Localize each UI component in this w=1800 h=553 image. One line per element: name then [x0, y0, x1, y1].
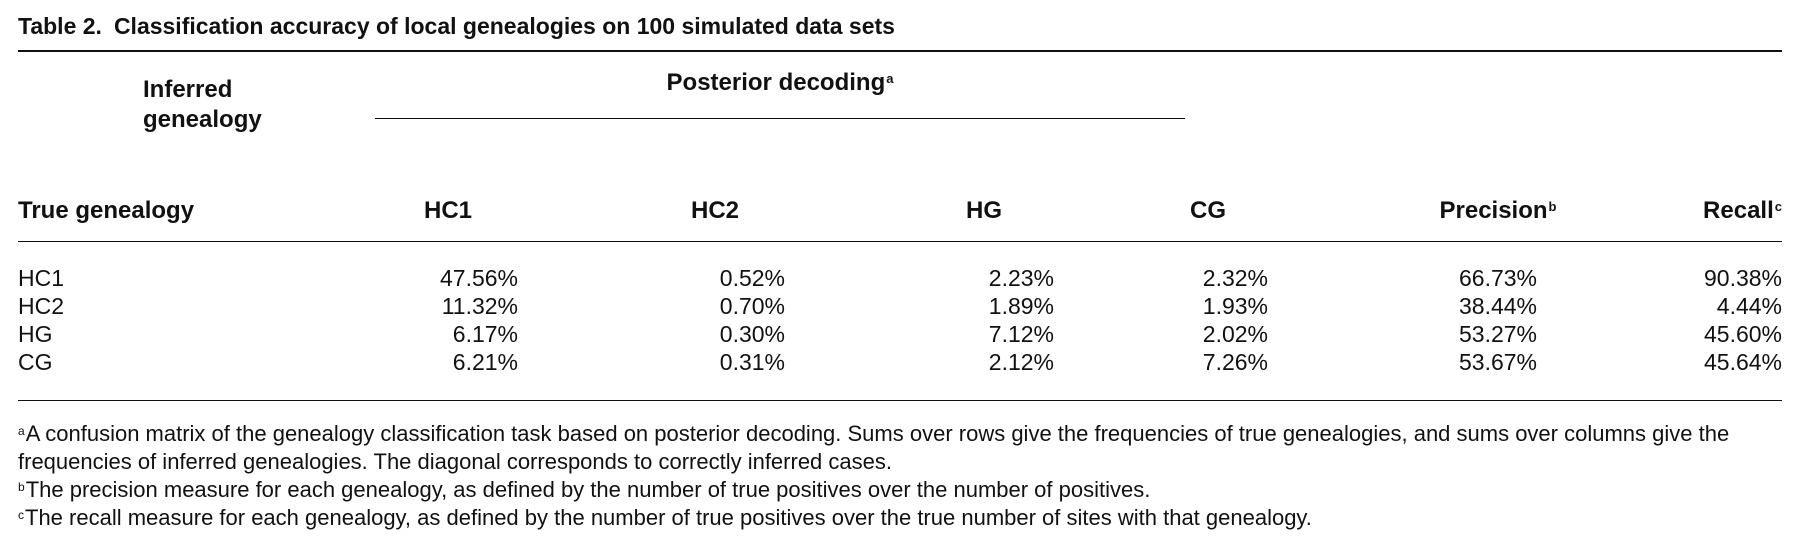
footnote-mark-c: c: [1774, 199, 1782, 214]
footnote-text: The recall measure for each genealogy, a…: [25, 505, 1312, 530]
table-cell: 0.30%: [719, 321, 785, 347]
table-cell: 2.02%: [1202, 321, 1268, 347]
posterior-decoding-header: Posterior decodinga: [375, 68, 1185, 98]
table-cell: 47.56%: [439, 265, 518, 291]
table-cell: 1.93%: [1202, 293, 1268, 319]
table-cell: 53.27%: [1458, 321, 1537, 347]
footnote-b: bThe precision measure for each genealog…: [18, 476, 1782, 504]
footnote-a: aA confusion matrix of the genealogy cla…: [18, 420, 1782, 476]
footnote-text: The precision measure for each genealogy…: [25, 477, 1151, 502]
table-cell: 0.52%: [719, 265, 785, 291]
column-header-hg: HG: [966, 197, 1002, 224]
posterior-decoding-label: Posterior decoding: [666, 69, 886, 96]
posterior-decoding-rule: [375, 118, 1185, 119]
table-cell: 4.44%: [1716, 293, 1782, 319]
table-cell: 45.64%: [1703, 349, 1782, 375]
precision-label: Precision: [1439, 197, 1548, 224]
column-header-cg: CG: [1190, 197, 1226, 224]
column-header-hc2: HC2: [690, 197, 739, 224]
table-title: Classification accuracy of local genealo…: [113, 13, 895, 39]
table-cell: 6.17%: [452, 321, 518, 347]
table-cell: 2.23%: [988, 265, 1054, 291]
table-cell: 2.32%: [1202, 265, 1268, 291]
table-cell: 0.70%: [719, 293, 785, 319]
true-genealogy-header: True genealogy: [18, 197, 195, 224]
inferred-genealogy-header: Inferred genealogy: [143, 76, 262, 133]
bottom-rule: [18, 400, 1782, 401]
footnote-mark: c: [18, 508, 24, 522]
table-2: Table 2. Classification accuracy of local…: [18, 10, 1782, 530]
footnote-mark: b: [18, 480, 25, 494]
table-cell: 2.12%: [988, 349, 1054, 375]
column-header-recall: Recallc: [1582, 196, 1782, 226]
row-label: HC2: [18, 293, 65, 319]
footnote-text: A confusion matrix of the genealogy clas…: [18, 421, 1730, 474]
table-label: Table 2.: [18, 13, 102, 39]
table-cell: 1.89%: [988, 293, 1054, 319]
table-cell: 11.32%: [441, 293, 518, 319]
footnotes: aA confusion matrix of the genealogy cla…: [18, 420, 1782, 532]
table-cell: 6.21%: [452, 349, 518, 375]
footnote-mark-a: a: [886, 71, 894, 86]
footnote-mark: a: [18, 424, 25, 438]
table-cell: 53.67%: [1458, 349, 1537, 375]
table-cell: 0.31%: [719, 349, 785, 375]
column-header-hc1: HC1: [423, 197, 472, 224]
table-cell: 7.26%: [1202, 349, 1268, 375]
row-label: HC1: [18, 265, 65, 291]
table-cell: 7.12%: [988, 321, 1054, 347]
header-rule: [18, 241, 1782, 242]
table-caption: Table 2. Classification accuracy of local…: [18, 10, 1782, 42]
table-cell: 45.60%: [1703, 321, 1782, 347]
top-rule: [18, 50, 1782, 52]
recall-label: Recall: [1703, 197, 1774, 224]
row-label: CG: [18, 349, 53, 375]
table-cell: 66.73%: [1458, 265, 1537, 291]
table-cell: 38.44%: [1458, 293, 1537, 319]
footnote-mark-b: b: [1548, 199, 1557, 214]
column-header-precision: Precisionb: [1398, 196, 1598, 226]
row-label: HG: [18, 321, 53, 347]
table-cell: 90.38%: [1703, 265, 1782, 291]
footnote-c: cThe recall measure for each genealogy, …: [18, 504, 1782, 532]
